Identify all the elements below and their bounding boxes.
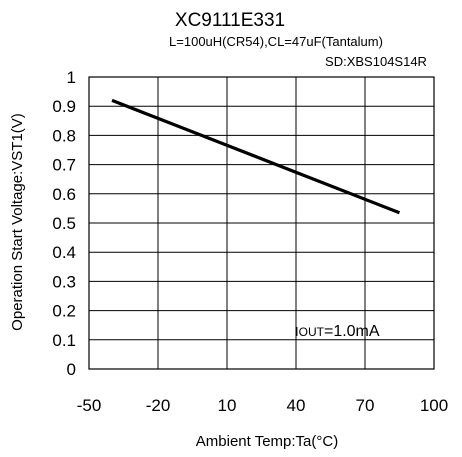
y-tick-label: 0.8 bbox=[52, 126, 76, 145]
x-tick-label: -20 bbox=[146, 396, 171, 415]
x-tick-label: 70 bbox=[356, 396, 375, 415]
series-line bbox=[112, 100, 400, 212]
chart-title: XC9111E331 bbox=[175, 10, 285, 31]
grid bbox=[89, 77, 434, 369]
y-tick-label: 1 bbox=[67, 68, 76, 87]
y-axis-ticks: 0 0.1 0.2 0.3 0.4 0.5 0.6 0.7 0.8 0.9 1 bbox=[52, 68, 76, 379]
y-tick-label: 0.5 bbox=[52, 214, 76, 233]
annotation-iout-value: =1.0mA bbox=[324, 323, 380, 340]
y-axis-label: Operation Start Voltage:VST1(V) bbox=[9, 113, 26, 331]
annotation-iout: IOUT=1.0mA bbox=[295, 323, 380, 340]
y-tick-label: 0 bbox=[67, 360, 76, 379]
annotation-iout-sub: OUT bbox=[299, 325, 325, 339]
y-tick-label: 0.4 bbox=[52, 243, 76, 262]
y-tick-label: 0.7 bbox=[52, 156, 76, 175]
x-axis-ticks: -50 -20 10 40 70 100 bbox=[77, 396, 448, 415]
chart-subtitle-2: SD:XBS104S14R bbox=[325, 54, 427, 69]
x-axis-label: Ambient Temp:Ta(°C) bbox=[196, 433, 338, 450]
y-tick-label: 0.1 bbox=[52, 331, 76, 350]
y-tick-label: 0.9 bbox=[52, 97, 76, 116]
y-tick-label: 0.3 bbox=[52, 272, 76, 291]
x-tick-label: 40 bbox=[287, 396, 306, 415]
series-layer bbox=[112, 100, 400, 212]
x-tick-label: 10 bbox=[218, 396, 237, 415]
y-tick-label: 0.6 bbox=[52, 185, 76, 204]
chart-subtitle: L=100uH(CR54),CL=47uF(Tantalum) bbox=[169, 34, 383, 49]
x-tick-label: -50 bbox=[77, 396, 102, 415]
y-tick-label: 0.2 bbox=[52, 302, 76, 321]
x-tick-label: 100 bbox=[420, 396, 448, 415]
